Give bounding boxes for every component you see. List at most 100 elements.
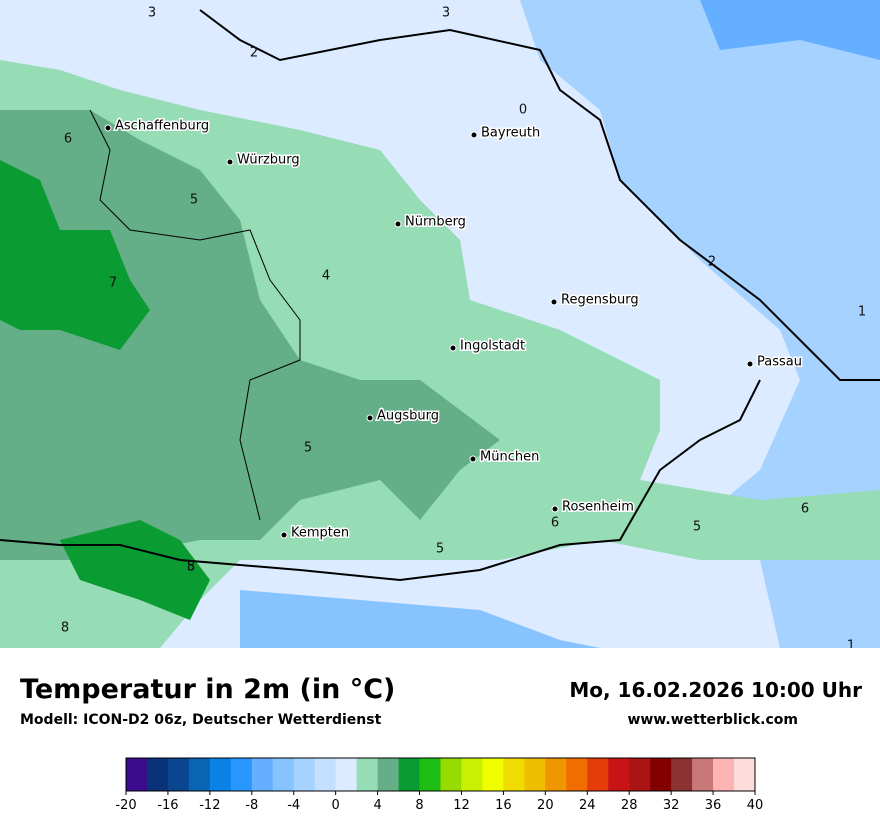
- legend-swatch: [314, 758, 337, 791]
- legend-swatch: [734, 758, 756, 791]
- contour-label: 5: [187, 560, 195, 575]
- legend-swatch: [230, 758, 253, 791]
- model: Modell: ICON-D2 06z, Deutscher Wetterdie…: [20, 712, 382, 728]
- legend-tick-label: 36: [705, 798, 722, 813]
- contour-label: 3: [442, 6, 450, 21]
- city-label: Aschaffenburg: [115, 119, 209, 134]
- city-label: Passau: [757, 355, 802, 370]
- legend-swatch: [482, 758, 504, 791]
- city-dot: [366, 414, 374, 422]
- legend-swatch: [587, 758, 609, 791]
- legend-swatch: [713, 758, 735, 791]
- contour-label: 5: [190, 193, 198, 208]
- legend-swatch: [398, 758, 421, 791]
- contour-label: 3: [148, 6, 156, 21]
- city-dot: [469, 455, 477, 463]
- city-dot: [551, 505, 559, 513]
- legend-swatch: [335, 758, 358, 791]
- city-label: Ingolstadt: [460, 339, 525, 354]
- datetime: Mo, 16.02.2026 10:00 Uhr: [569, 678, 862, 702]
- city-dot: [226, 158, 234, 166]
- legend-swatch: [629, 758, 651, 791]
- city-dot: [449, 344, 457, 352]
- city-label: Regensburg: [561, 293, 639, 308]
- legend-tick-label: 24: [579, 798, 596, 813]
- legend-tick-label: 16: [495, 798, 512, 813]
- legend-swatch: [419, 758, 441, 791]
- legend-swatch: [146, 758, 169, 791]
- city-dot: [394, 220, 402, 228]
- map: Aschaffenburg Würzburg Bayreuth Nürnberg Reg…: [0, 0, 880, 648]
- cold-area: [520, 0, 880, 648]
- border: [89, 109, 301, 521]
- contour-label: 2: [250, 46, 258, 61]
- legend-tick-label: 8: [415, 798, 423, 813]
- contour-label: 1: [847, 639, 855, 649]
- cold-area: [700, 0, 880, 60]
- legend-swatch: [671, 758, 693, 791]
- city-label: Augsburg: [377, 409, 439, 424]
- legend-swatch: [440, 758, 462, 791]
- legend-swatch: [524, 758, 546, 791]
- legend-swatch: [251, 758, 274, 791]
- border: [0, 379, 761, 582]
- contour-label: 7: [109, 276, 117, 291]
- legend-swatch: [272, 758, 295, 791]
- contour-label: 6: [64, 132, 72, 147]
- legend-tick-label: 12: [453, 798, 470, 813]
- legend-swatch: [293, 758, 316, 791]
- legend-swatch: [461, 758, 483, 791]
- legend-tick-label: 4: [373, 798, 381, 813]
- legend-swatch: [356, 758, 379, 791]
- warmest-area: [0, 160, 150, 350]
- website: www.wetterblick.com: [628, 712, 799, 728]
- city-label: Rosenheim: [562, 500, 634, 515]
- legend-swatch: [608, 758, 630, 791]
- city-label: Bayreuth: [481, 126, 540, 141]
- contour-label: 1: [858, 305, 866, 320]
- city-dot: [104, 124, 112, 132]
- legend-tick-label: -4: [287, 798, 300, 813]
- legend-tick-label: -16: [157, 798, 178, 813]
- city-dot: [280, 531, 288, 539]
- warm-area: [0, 110, 500, 560]
- legend-swatch: [650, 758, 672, 791]
- legend-tick-label: 40: [747, 798, 764, 813]
- contour-label: 8: [61, 621, 69, 636]
- contour-label: 5: [693, 520, 701, 535]
- title: Temperatur in 2m (in °C): [20, 674, 395, 705]
- legend-swatch: [377, 758, 400, 791]
- legend-swatch: [566, 758, 588, 791]
- contour-label: 5: [436, 542, 444, 557]
- legend-swatch: [167, 758, 190, 791]
- legend-swatch: [209, 758, 232, 791]
- legend-tick-label: -8: [245, 798, 258, 813]
- legend-swatch: [692, 758, 714, 791]
- alps-cold: [240, 590, 600, 648]
- contour-label: 4: [322, 269, 330, 284]
- contour-label: 2: [708, 255, 716, 270]
- legend-tick-label: 28: [621, 798, 638, 813]
- city-label: Würzburg: [237, 153, 300, 168]
- legend-tick-label: 20: [537, 798, 554, 813]
- contour-label: 6: [551, 516, 559, 531]
- contour-label: 0: [519, 103, 527, 118]
- legend-tick-label: -12: [199, 798, 220, 813]
- legend-swatch: [503, 758, 525, 791]
- contour-label: 6: [801, 502, 809, 517]
- city-dot: [746, 360, 754, 368]
- legend-swatch: [126, 758, 148, 791]
- city-label: Kempten: [291, 526, 349, 541]
- city-dot: [550, 298, 558, 306]
- legend-frame: [125, 757, 756, 792]
- city-label: München: [480, 450, 539, 465]
- legend-tick-label: -20: [115, 798, 136, 813]
- legend-tick-label: 0: [332, 798, 340, 813]
- legend-tick-label: 32: [663, 798, 680, 813]
- legend-swatch: [188, 758, 211, 791]
- contour-label: 5: [304, 441, 312, 456]
- legend-swatch: [545, 758, 567, 791]
- city-dot: [470, 131, 478, 139]
- city-label: Nürnberg: [405, 215, 466, 230]
